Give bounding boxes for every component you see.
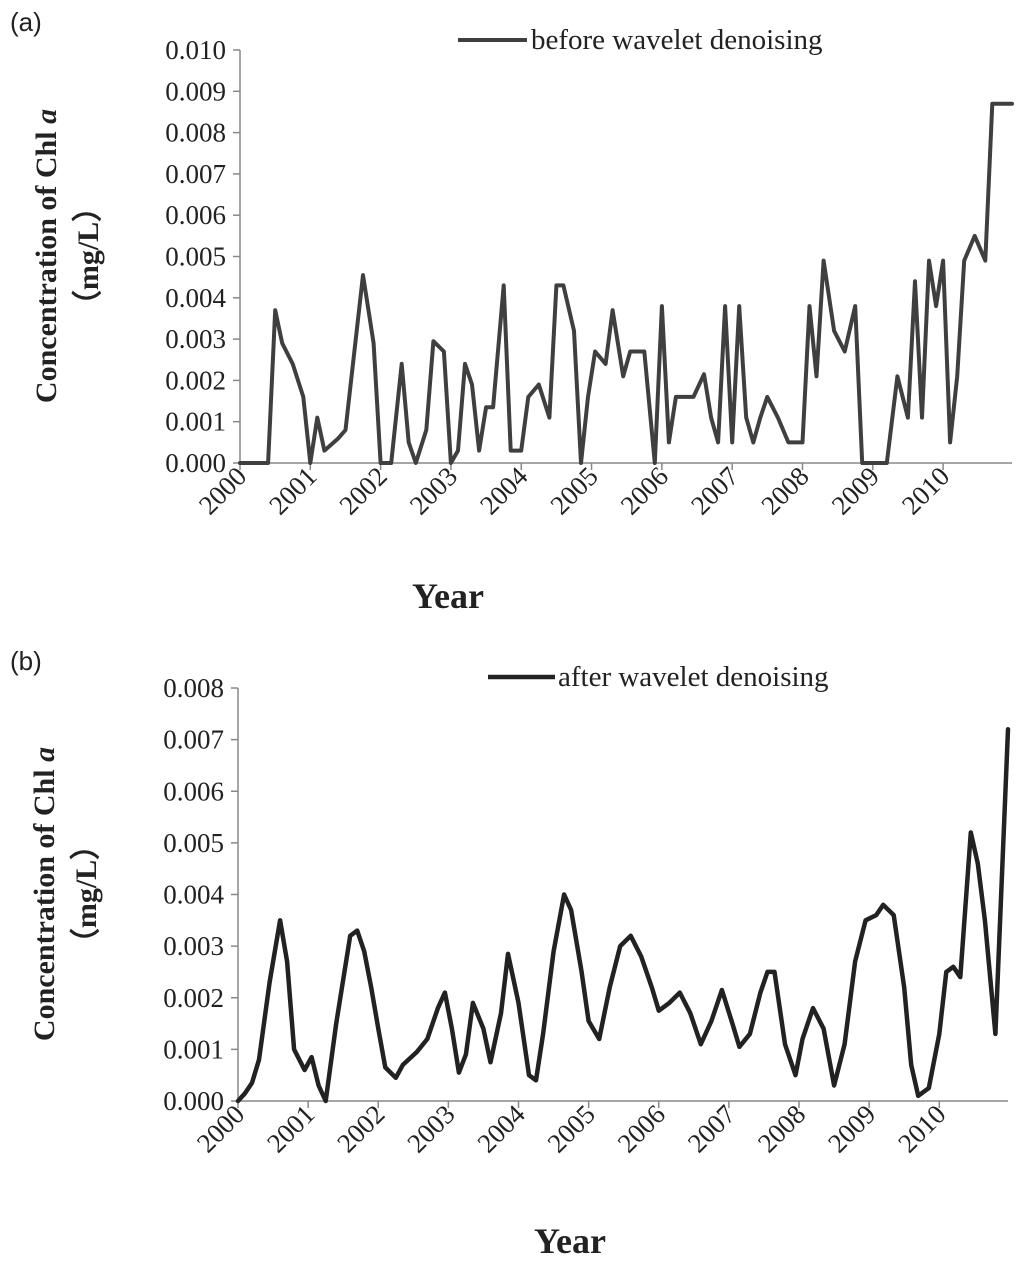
x-tick-label: 2006: [612, 1099, 671, 1158]
y-tick-label: 0.002: [163, 983, 224, 1013]
y-tick-label: 0.008: [163, 673, 224, 703]
x-axis-title: Year: [534, 1221, 606, 1261]
y-tick-label: 0.007: [165, 159, 226, 189]
y-tick-label: 0.006: [165, 200, 226, 230]
x-tick-label: 2010: [892, 1099, 951, 1158]
y-tick-label: 0.007: [163, 725, 224, 755]
y-tick-label: 0.005: [165, 242, 226, 272]
y-tick-label: 0.006: [163, 776, 224, 806]
y-tick-label: 0.003: [163, 931, 224, 961]
y-tick-label: 0.009: [165, 76, 226, 106]
y-tick-label: 0.000: [163, 1086, 224, 1116]
y-axis-title: Concentration of Chl a: [28, 747, 61, 1041]
x-tick-label: 2003: [401, 1099, 460, 1158]
x-tick-label: 2002: [333, 461, 392, 520]
y-tick-label: 0.001: [163, 1034, 224, 1064]
x-tick-label: 2005: [544, 461, 603, 520]
x-tick-label: 2001: [263, 461, 322, 520]
x-tick-label: 2003: [404, 461, 463, 520]
series-line: [238, 101, 1014, 465]
y-tick-label: 0.004: [165, 283, 226, 313]
x-tick-label: 2008: [752, 1099, 811, 1158]
x-tick-label: 2008: [755, 461, 814, 520]
y-axis-unit: （mg/L）: [69, 830, 103, 958]
y-tick-label: 0.003: [165, 324, 226, 354]
legend-label: after wavelet denoising: [558, 661, 829, 693]
y-tick-label: 0.005: [163, 828, 224, 858]
x-tick-label: 2005: [541, 1099, 600, 1158]
y-tick-label: 0.001: [165, 407, 226, 437]
x-tick-label: 2009: [826, 461, 885, 520]
y-tick-label: 0.002: [165, 365, 226, 395]
y-tick-label: 0.004: [163, 880, 224, 910]
x-tick-label: 2004: [474, 461, 534, 521]
panel-label: (b): [10, 646, 42, 676]
x-axis-title: Year: [412, 576, 484, 616]
y-tick-label: 0.008: [165, 118, 226, 148]
y-tick-label: 0.000: [165, 448, 226, 478]
series-line: [235, 727, 1011, 1104]
x-tick-label: 2006: [615, 461, 674, 520]
panel-label: (a): [10, 7, 42, 37]
x-tick-label: 2007: [682, 1099, 741, 1158]
y-tick-label: 0.010: [165, 35, 226, 65]
legend-label: before wavelet denoising: [531, 24, 823, 56]
x-tick-label: 2002: [331, 1099, 390, 1158]
x-tick-label: 2004: [471, 1099, 531, 1159]
chart-panel-b: (b) 0.000 0.001 0.002 0.003 0.004 0.005 0.006 0.…: [10, 646, 1011, 1261]
y-axis-title: Concentration of Chl a: [30, 109, 63, 403]
chart-panel-a: (a) 0.000 0.001 0.002 0.003 0.004 0.005 0.006 0.…: [10, 7, 1014, 616]
x-tick-label: 2009: [822, 1099, 881, 1158]
x-tick-label: 2010: [896, 461, 955, 520]
x-tick-label: 2001: [261, 1099, 320, 1158]
y-axis-unit: （mg/L）: [71, 192, 105, 320]
x-tick-label: 2007: [685, 461, 744, 520]
